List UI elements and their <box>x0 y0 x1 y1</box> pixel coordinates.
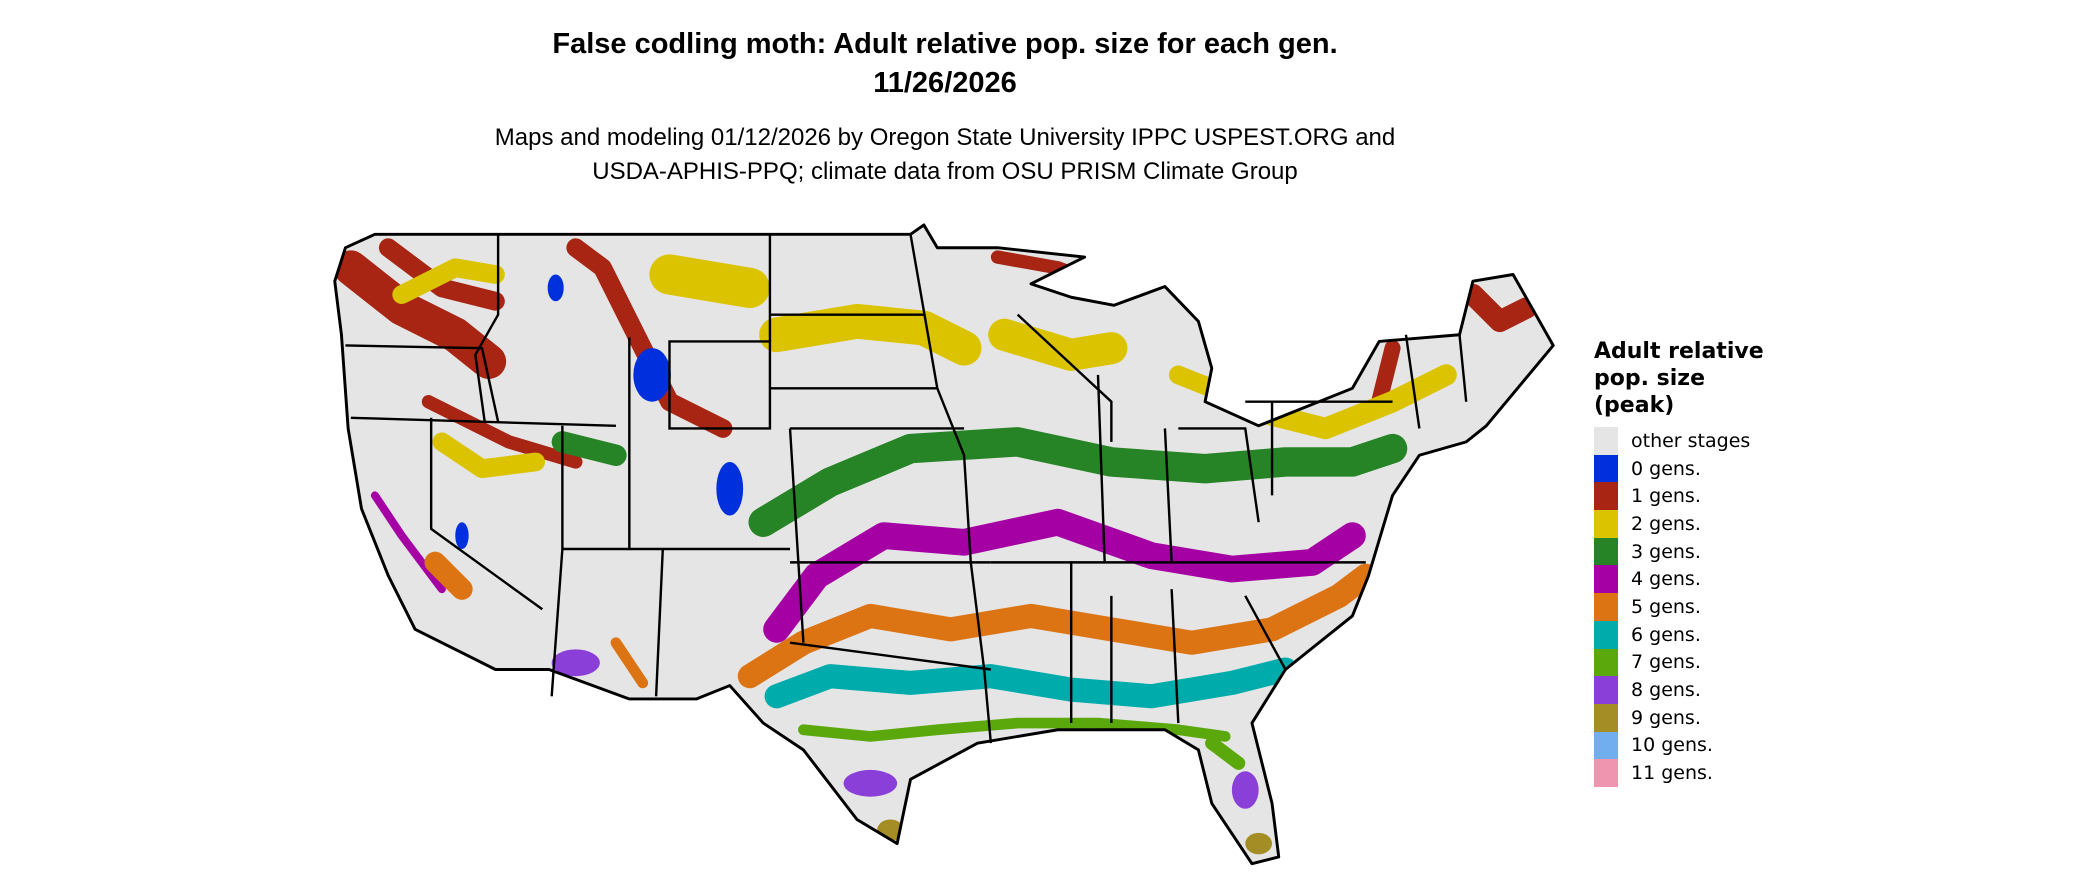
legend-title: Adult relative pop. size (peak) <box>1594 338 1794 419</box>
legend-item: 9 gens. <box>1594 703 1794 732</box>
state-border <box>429 417 544 611</box>
legend: Adult relative pop. size (peak) other st… <box>1594 338 1794 787</box>
legend-item: 0 gens. <box>1594 454 1794 483</box>
legend-swatch <box>1594 593 1618 621</box>
legend-label: 0 gens. <box>1631 457 1701 480</box>
legend-swatch <box>1594 648 1618 677</box>
legend-swatch <box>1594 454 1618 483</box>
zone-0-gens <box>716 461 744 516</box>
state-border <box>909 234 939 389</box>
state-border <box>654 548 665 697</box>
legend-swatch <box>1594 731 1618 760</box>
zone-4-gens <box>370 491 446 594</box>
zone-2-gens <box>392 258 505 304</box>
legend-item: 1 gens. <box>1594 482 1794 511</box>
zone-9-gens <box>1245 832 1273 855</box>
legend-items: other stages 0 gens. 1 gens. 2 gens. 3 gens.… <box>1594 427 1794 787</box>
legend-swatch <box>1594 620 1618 649</box>
zone-1-gens <box>421 395 583 469</box>
legend-label: 9 gens. <box>1631 706 1701 729</box>
legend-label: 7 gens. <box>1631 651 1701 674</box>
state-border <box>474 234 500 422</box>
legend-label: 6 gens. <box>1631 623 1701 646</box>
zone-7-gens <box>798 717 1231 742</box>
legend-swatch <box>1594 759 1618 787</box>
us-outline <box>333 223 1555 866</box>
legend-label: 3 gens. <box>1631 540 1701 563</box>
zone-5-gens <box>424 551 473 600</box>
zone-7-gens <box>1205 736 1246 770</box>
state-border <box>789 641 992 671</box>
zone-1-gens <box>566 238 733 438</box>
legend-item: 11 gens. <box>1594 759 1794 787</box>
legend-item: 5 gens. <box>1594 593 1794 621</box>
legend-swatch <box>1594 676 1618 704</box>
state-border <box>788 428 805 643</box>
state-border <box>1170 589 1180 724</box>
zone-1-gens <box>1462 283 1538 333</box>
zone-2-gens <box>1168 365 1222 398</box>
state-border <box>936 387 993 744</box>
zone-3-gens <box>551 431 627 466</box>
legend-label: 11 gens. <box>1631 762 1713 785</box>
state-border <box>345 344 500 423</box>
legend-item: 4 gens. <box>1594 565 1794 594</box>
legend-item: 2 gens. <box>1594 510 1794 538</box>
zone-1-gens <box>378 238 505 311</box>
legend-swatch <box>1594 482 1618 511</box>
zone-2-gens <box>759 303 982 366</box>
legend-item: 8 gens. <box>1594 676 1794 704</box>
chart-date: 11/26/2026 <box>873 67 1017 99</box>
state-border <box>1404 334 1421 429</box>
legend-item: 3 gens. <box>1594 537 1794 566</box>
state-border <box>1244 595 1287 671</box>
state-border <box>1016 313 1113 442</box>
zone-0-gens <box>455 522 469 549</box>
zone-8-gens <box>1231 771 1259 809</box>
subtitle-line-2: USDA-APHIS-PPQ; climate data from OSU PR… <box>592 158 1298 185</box>
legend-swatch <box>1594 565 1618 594</box>
legend-title-line: (peak) <box>1594 393 1675 418</box>
legend-item: 10 gens. <box>1594 731 1794 760</box>
legend-swatch <box>1594 510 1618 538</box>
legend-title-line: Adult relative <box>1594 339 1764 364</box>
state-border <box>1163 428 1173 563</box>
legend-label: 4 gens. <box>1631 568 1701 591</box>
legend-title-line: pop. size <box>1594 366 1705 391</box>
subtitle-line-1: Maps and modeling 01/12/2026 by Oregon S… <box>494 124 1396 151</box>
zone-8-gens <box>551 649 600 677</box>
state-border <box>1178 427 1260 523</box>
legend-label: 8 gens. <box>1631 679 1701 702</box>
legend-swatch <box>1594 537 1618 566</box>
legend-item: 7 gens. <box>1594 648 1794 677</box>
zone-2-gens <box>988 318 1128 371</box>
zone-5-gens <box>610 637 649 689</box>
zone-0-gens <box>633 348 671 402</box>
legend-item: 6 gens. <box>1594 620 1794 649</box>
zone-0-gens <box>547 274 564 302</box>
state-border <box>1096 374 1106 563</box>
state-border <box>1458 334 1468 402</box>
zone-6-gens <box>764 657 1298 709</box>
legend-label: 2 gens. <box>1631 512 1701 535</box>
legend-label: 5 gens. <box>1631 595 1701 618</box>
legend-label: 1 gens. <box>1631 485 1701 508</box>
state-border <box>350 416 616 428</box>
zone-8-gens <box>843 769 898 797</box>
zone-2-gens <box>649 254 770 308</box>
legend-swatch <box>1594 427 1618 455</box>
chart-title: False codling moth: Adult relative pop. … <box>552 28 1338 60</box>
zone-3-gens <box>748 427 1408 537</box>
zone-2-gens <box>432 432 545 479</box>
legend-label: 10 gens. <box>1631 734 1713 757</box>
zone-2-gens <box>1261 364 1457 440</box>
zone-1-gens <box>1371 340 1401 410</box>
legend-label: other stages <box>1631 429 1751 452</box>
legend-item: other stages <box>1594 427 1794 455</box>
state-border <box>668 340 772 430</box>
legend-swatch <box>1594 703 1618 732</box>
